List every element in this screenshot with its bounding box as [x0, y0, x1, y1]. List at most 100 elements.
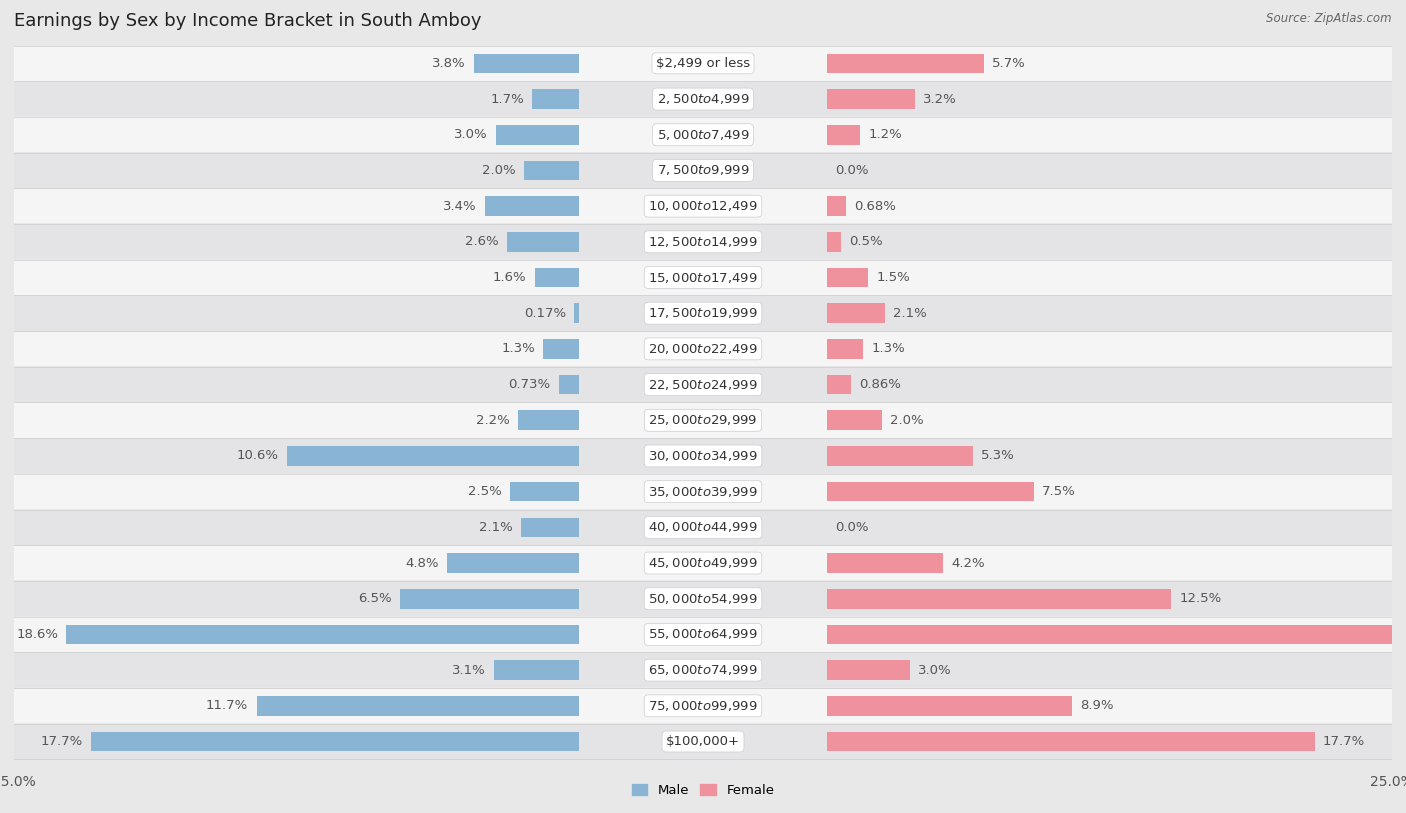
Bar	[14, 689, 1392, 723]
Bar	[14, 46, 1392, 80]
Bar	[14, 117, 1392, 152]
Text: 2.0%: 2.0%	[482, 164, 516, 177]
Text: 11.7%: 11.7%	[207, 699, 249, 712]
Text: 1.7%: 1.7%	[491, 93, 524, 106]
Text: $20,000 to $22,499: $20,000 to $22,499	[648, 342, 758, 356]
Text: $65,000 to $74,999: $65,000 to $74,999	[648, 663, 758, 677]
Bar	[827, 196, 846, 216]
Text: 2.1%: 2.1%	[479, 521, 513, 534]
Text: 2.5%: 2.5%	[468, 485, 502, 498]
Text: $7,500 to $9,999: $7,500 to $9,999	[657, 163, 749, 177]
Bar	[447, 553, 579, 573]
Text: $75,000 to $99,999: $75,000 to $99,999	[648, 699, 758, 713]
Bar	[510, 482, 579, 502]
Text: 2.6%: 2.6%	[465, 235, 499, 248]
Bar	[14, 510, 1392, 545]
Text: $55,000 to $64,999: $55,000 to $64,999	[648, 628, 758, 641]
Text: 1.5%: 1.5%	[876, 271, 910, 284]
Text: 7.5%: 7.5%	[1042, 485, 1076, 498]
Bar	[14, 403, 1392, 437]
Bar	[485, 196, 579, 216]
Text: $35,000 to $39,999: $35,000 to $39,999	[648, 485, 758, 498]
Text: $100,000+: $100,000+	[666, 735, 740, 748]
Text: 0.86%: 0.86%	[859, 378, 901, 391]
Bar	[558, 375, 579, 394]
Bar	[287, 446, 579, 466]
Text: 12.5%: 12.5%	[1180, 592, 1222, 605]
Text: 1.3%: 1.3%	[872, 342, 905, 355]
Text: 0.73%: 0.73%	[509, 378, 551, 391]
Bar	[543, 339, 579, 359]
Bar	[827, 696, 1073, 715]
Bar	[827, 482, 1033, 502]
Bar	[14, 153, 1392, 188]
Bar	[574, 303, 579, 323]
Bar	[399, 589, 579, 609]
Text: 1.2%: 1.2%	[869, 128, 903, 141]
Bar	[14, 546, 1392, 580]
Bar	[827, 660, 910, 680]
Text: 3.8%: 3.8%	[433, 57, 465, 70]
Text: $17,500 to $19,999: $17,500 to $19,999	[648, 307, 758, 320]
Bar	[14, 260, 1392, 295]
Bar	[827, 339, 863, 359]
Bar	[256, 696, 579, 715]
Text: $25,000 to $29,999: $25,000 to $29,999	[648, 413, 758, 428]
Text: Earnings by Sex by Income Bracket in South Amboy: Earnings by Sex by Income Bracket in Sou…	[14, 12, 482, 30]
Bar	[827, 624, 1406, 644]
Bar	[14, 439, 1392, 473]
Text: $12,500 to $14,999: $12,500 to $14,999	[648, 235, 758, 249]
Bar	[14, 724, 1392, 759]
Bar	[827, 375, 851, 394]
Text: 18.6%: 18.6%	[15, 628, 58, 641]
Bar	[14, 296, 1392, 331]
Text: 2.2%: 2.2%	[477, 414, 510, 427]
Text: 17.7%: 17.7%	[1323, 735, 1365, 748]
Text: 0.68%: 0.68%	[853, 200, 896, 213]
Bar	[522, 518, 579, 537]
Bar	[14, 367, 1392, 402]
Text: 6.5%: 6.5%	[359, 592, 392, 605]
Text: 4.8%: 4.8%	[405, 557, 439, 570]
Text: 2.1%: 2.1%	[893, 307, 927, 320]
Text: $2,499 or less: $2,499 or less	[657, 57, 749, 70]
Text: 4.2%: 4.2%	[950, 557, 984, 570]
Text: $2,500 to $4,999: $2,500 to $4,999	[657, 92, 749, 106]
Bar	[524, 161, 579, 180]
Bar	[14, 189, 1392, 224]
Bar	[14, 332, 1392, 366]
Bar	[496, 125, 579, 145]
Bar	[519, 411, 579, 430]
Bar	[14, 82, 1392, 116]
Bar	[14, 224, 1392, 259]
Text: 3.0%: 3.0%	[454, 128, 488, 141]
Bar	[827, 411, 882, 430]
Legend: Male, Female: Male, Female	[626, 778, 780, 802]
Text: $45,000 to $49,999: $45,000 to $49,999	[648, 556, 758, 570]
Bar	[827, 732, 1315, 751]
Bar	[827, 303, 884, 323]
Text: 3.1%: 3.1%	[451, 663, 485, 676]
Bar	[827, 589, 1171, 609]
Bar	[14, 474, 1392, 509]
Text: 17.7%: 17.7%	[41, 735, 83, 748]
Text: 2.0%: 2.0%	[890, 414, 924, 427]
Text: $40,000 to $44,999: $40,000 to $44,999	[648, 520, 758, 534]
Bar	[14, 581, 1392, 616]
Bar	[474, 54, 579, 73]
Text: $50,000 to $54,999: $50,000 to $54,999	[648, 592, 758, 606]
Bar	[14, 617, 1392, 652]
Bar	[827, 232, 841, 252]
Text: 1.6%: 1.6%	[494, 271, 527, 284]
Text: 0.5%: 0.5%	[849, 235, 883, 248]
Text: $5,000 to $7,499: $5,000 to $7,499	[657, 128, 749, 141]
Bar	[508, 232, 579, 252]
Bar	[531, 89, 579, 109]
Text: 0.17%: 0.17%	[524, 307, 567, 320]
Bar	[91, 732, 579, 751]
Bar	[827, 446, 973, 466]
Text: Source: ZipAtlas.com: Source: ZipAtlas.com	[1267, 12, 1392, 25]
Bar	[14, 653, 1392, 688]
Bar	[534, 267, 579, 287]
Text: $30,000 to $34,999: $30,000 to $34,999	[648, 449, 758, 463]
